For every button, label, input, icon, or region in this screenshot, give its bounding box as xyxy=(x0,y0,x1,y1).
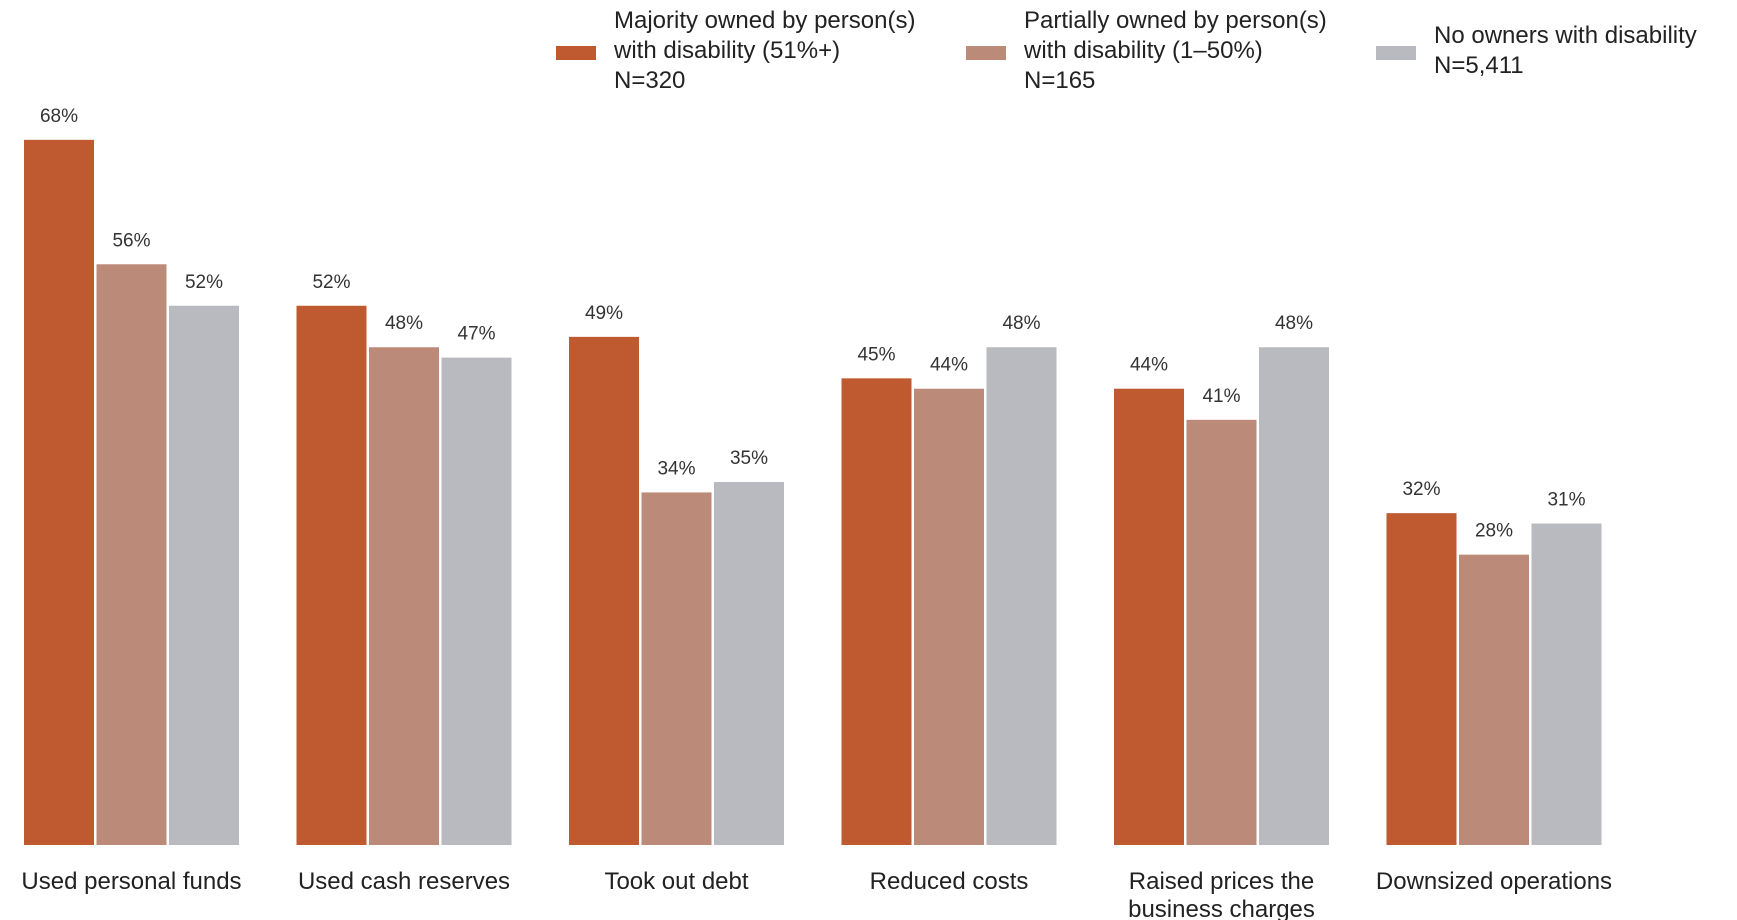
legend-label-line: N=320 xyxy=(614,67,686,94)
bar-value-label-none-4: 48% xyxy=(1275,313,1313,334)
bar-labels-layer: 68% 56% 52% 52% 48% 47% 49% 34% 35% 45% 44% 48% 44% 4… xyxy=(40,106,1586,542)
bar-none-2 xyxy=(714,482,784,845)
bar-value-label-partial-3: 44% xyxy=(930,355,968,376)
category-label-line: Used cash reserves xyxy=(298,868,510,895)
legend-swatch-partial xyxy=(966,46,1006,60)
legend-label-line: N=5,411 xyxy=(1434,52,1524,79)
legend-label-partial: Partially owned by person(s) with disabi… xyxy=(1024,6,1327,96)
legend-label-majority: Majority owned by person(s) with disabil… xyxy=(614,6,915,96)
category-label-3: Reduced costs xyxy=(870,868,1029,895)
category-label-line: business charges xyxy=(1128,896,1315,920)
legend-label-line: Majority owned by person(s) xyxy=(614,7,916,34)
category-label-line: Reduced costs xyxy=(870,868,1029,895)
legend-item-partial: Partially owned by person(s) with disabi… xyxy=(966,6,1362,96)
bar-none-3 xyxy=(986,347,1057,845)
bar-partial-2 xyxy=(641,492,712,845)
bar-none-5 xyxy=(1531,523,1602,845)
bar-value-label-partial-5: 28% xyxy=(1475,521,1513,542)
bar-value-label-partial-1: 48% xyxy=(385,313,423,334)
bar-majority-2 xyxy=(569,336,639,845)
bar-majority-5 xyxy=(1386,513,1457,845)
legend-label-line: with disability (1–50%) xyxy=(1024,37,1263,64)
bar-value-label-partial-2: 34% xyxy=(657,458,695,479)
legend-label-line: Partially owned by person(s) xyxy=(1024,7,1327,34)
legend-item-none: No owners with disability N=5,411 xyxy=(1376,6,1736,96)
category-label-line: Took out debt xyxy=(604,868,748,895)
bar-partial-0 xyxy=(96,264,167,845)
bar-value-label-none-5: 31% xyxy=(1547,490,1585,511)
legend-label-line: with disability (51%+) xyxy=(614,37,841,64)
legend-swatch-none xyxy=(1376,46,1416,60)
bar-majority-0 xyxy=(24,139,94,846)
bar-value-label-majority-4: 44% xyxy=(1130,355,1168,376)
category-labels-layer: Used personal funds Used cash reserves Too… xyxy=(21,868,1612,920)
bar-value-label-majority-2: 49% xyxy=(585,303,623,324)
bar-none-1 xyxy=(441,357,512,845)
bar-value-label-none-3: 48% xyxy=(1002,313,1040,334)
bar-none-4 xyxy=(1259,347,1329,845)
bar-value-label-majority-0: 68% xyxy=(40,106,78,127)
legend-label-line: No owners with disability xyxy=(1434,22,1697,49)
legend-label-none: No owners with disability N=5,411 xyxy=(1434,21,1697,81)
legend: Majority owned by person(s) with disabil… xyxy=(556,6,1736,96)
bar-partial-3 xyxy=(914,388,984,845)
bar-value-label-none-2: 35% xyxy=(730,448,768,469)
bar-value-label-partial-4: 41% xyxy=(1202,386,1240,407)
category-label-0: Used personal funds xyxy=(21,868,241,895)
bar-value-label-majority-1: 52% xyxy=(312,272,350,293)
bar-majority-4 xyxy=(1114,388,1184,845)
bar-partial-4 xyxy=(1186,419,1257,845)
category-label-5: Downsized operations xyxy=(1376,868,1612,895)
category-label-line: Raised prices the xyxy=(1129,868,1314,895)
bar-value-label-none-1: 47% xyxy=(457,324,495,345)
bar-value-label-majority-3: 45% xyxy=(857,344,895,365)
category-label-1: Used cash reserves xyxy=(298,868,510,895)
bar-majority-3 xyxy=(841,378,912,845)
category-label-2: Took out debt xyxy=(604,868,748,895)
bar-value-label-none-0: 52% xyxy=(185,272,223,293)
bar-none-0 xyxy=(169,305,239,845)
bar-majority-1 xyxy=(296,305,367,845)
category-label-4: Raised prices the business charges xyxy=(1128,868,1315,920)
legend-swatch-majority xyxy=(556,46,596,60)
legend-label-line: N=165 xyxy=(1024,67,1096,94)
bar-partial-5 xyxy=(1459,554,1529,845)
category-label-line: Downsized operations xyxy=(1376,868,1612,895)
bar-value-label-majority-5: 32% xyxy=(1402,479,1440,500)
category-label-line: Used personal funds xyxy=(21,868,241,895)
bar-partial-1 xyxy=(369,347,439,845)
legend-item-majority: Majority owned by person(s) with disabil… xyxy=(556,6,952,96)
bar-value-label-partial-0: 56% xyxy=(112,230,150,251)
bars-layer xyxy=(24,139,1602,846)
